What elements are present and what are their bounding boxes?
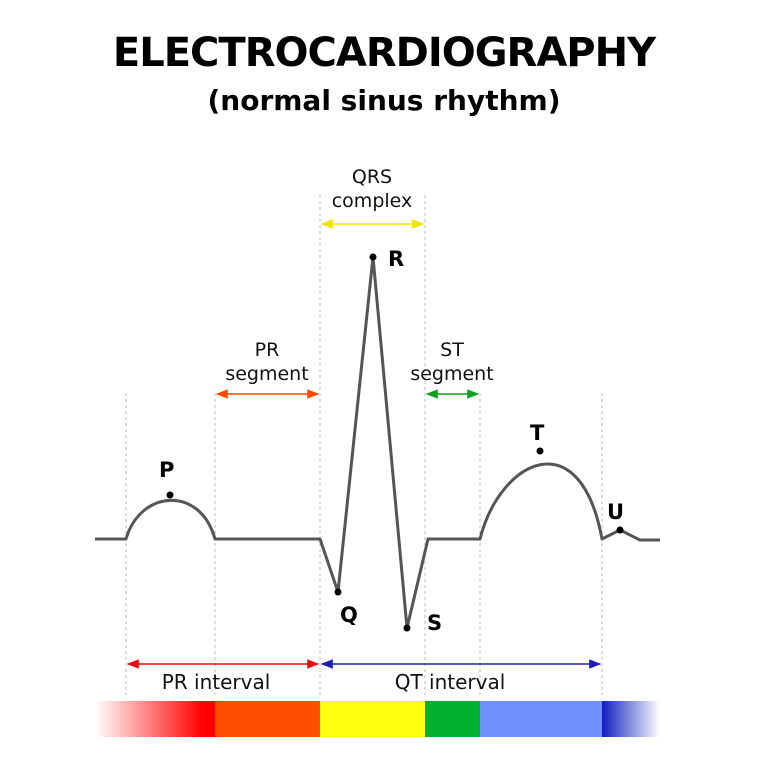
s-point <box>403 624 411 632</box>
r-label: R <box>388 247 404 271</box>
ecg-trace <box>95 255 660 630</box>
pr-interval-label: PR interval <box>162 670 271 694</box>
band-qrs <box>320 701 425 737</box>
band-p-wave <box>95 701 215 737</box>
t-point <box>536 447 544 455</box>
pr-segment-label-2: segment <box>225 363 308 385</box>
t-label: T <box>530 421 545 445</box>
p-label: P <box>159 458 174 482</box>
band-pr-segment <box>215 701 320 737</box>
q-label: Q <box>340 603 358 627</box>
qt-interval-label: QT interval <box>395 670 506 694</box>
st-segment-label-1: ST <box>440 339 464 361</box>
r-point <box>369 253 377 261</box>
st-segment-label-2: segment <box>410 363 493 385</box>
page-title: ELECTROCARDIOGRAPHY <box>112 30 656 76</box>
page-subtitle: (normal sinus rhythm) <box>207 84 561 117</box>
q-point <box>334 588 342 596</box>
band-u <box>602 701 660 737</box>
u-label: U <box>607 500 624 524</box>
pr-segment-label-1: PR <box>255 339 280 361</box>
p-point <box>166 491 174 499</box>
dashed-guides <box>125 195 603 695</box>
qrs-label-1: QRS <box>352 166 392 188</box>
u-point <box>616 526 624 534</box>
s-label: S <box>427 611 442 635</box>
wave-points <box>166 253 624 632</box>
band-t <box>480 701 602 737</box>
color-band <box>95 701 660 737</box>
band-st <box>425 701 480 737</box>
qrs-label-2: complex <box>332 190 413 212</box>
